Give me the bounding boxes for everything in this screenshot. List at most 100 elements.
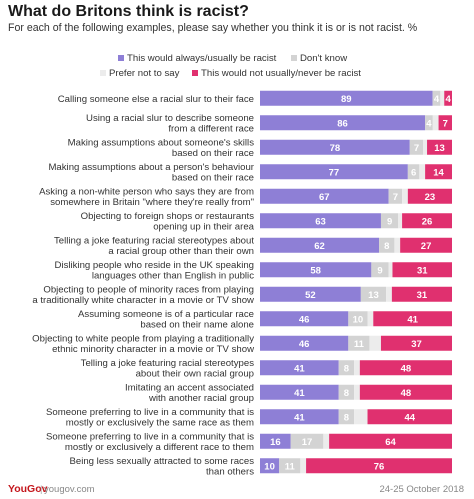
legend: This would always/usually be racist Don'… xyxy=(0,0,474,90)
data-label-always: 41 xyxy=(294,363,305,374)
bar-segment-not-racist xyxy=(329,433,452,449)
data-label-always: 46 xyxy=(299,339,310,350)
legend-label-always: This would always/usually be racist xyxy=(127,53,277,64)
bar-segment-prefer-not xyxy=(394,237,401,253)
category-label: Someone preferring to live in a communit… xyxy=(46,432,254,454)
category-label: Objecting to white people from playing a… xyxy=(32,334,254,356)
data-label-always: 67 xyxy=(319,192,330,203)
bar-segment-not-racist xyxy=(392,262,452,278)
data-label-not-racist: 76 xyxy=(374,461,385,472)
bar-segment-prefer-not xyxy=(440,90,445,106)
bar-segment-prefer-not xyxy=(398,213,403,229)
data-label-always: 62 xyxy=(314,241,325,252)
bar-segment-prefer-not xyxy=(419,164,426,180)
legend-swatch-not-racist xyxy=(192,70,198,76)
bar-segment-prefer-not xyxy=(423,139,428,155)
data-label-not-racist: 41 xyxy=(407,314,418,325)
bar-segment-dont-know xyxy=(380,213,399,229)
bar-segment-always xyxy=(260,139,410,155)
category-label: Using a racial slur to describe someone f… xyxy=(86,113,254,135)
data-label-always: 41 xyxy=(294,412,305,423)
data-label-always: 58 xyxy=(310,265,321,276)
bar-segment-dont-know xyxy=(279,458,301,474)
data-label-always: 77 xyxy=(329,167,340,178)
category-label: Telling a joke featuring racial stereoty… xyxy=(81,358,255,380)
data-label-dont-know: 8 xyxy=(344,388,349,399)
bar-segment-prefer-not xyxy=(367,311,374,327)
bar-segment-not-racist xyxy=(400,237,452,253)
data-label-dont-know: 13 xyxy=(368,290,379,301)
legend-swatch-dont-know xyxy=(291,55,297,61)
category-label: Objecting to people of minority races fr… xyxy=(32,285,254,307)
bar-segment-dont-know xyxy=(371,262,389,278)
bar-segment-dont-know xyxy=(338,409,355,425)
category-label: Telling a joke featuring racial stereoty… xyxy=(54,236,254,258)
bar-segment-always xyxy=(260,164,408,180)
bar-segment-not-racist xyxy=(359,384,452,400)
data-label-not-racist: 48 xyxy=(401,388,412,399)
category-label: Making assumptions about someone's skill… xyxy=(68,138,255,160)
category-label: Someone preferring to live in a communit… xyxy=(46,407,254,429)
bar-segment-not-racist xyxy=(380,335,452,351)
data-label-not-racist: 26 xyxy=(422,216,433,227)
bar-segment-prefer-not xyxy=(300,458,307,474)
data-label-always: 52 xyxy=(305,290,316,301)
data-label-not-racist: 31 xyxy=(417,290,428,301)
bar-segment-dont-know xyxy=(290,433,324,449)
bar-segment-not-racist xyxy=(444,90,452,106)
legend-swatch-prefer-not xyxy=(100,70,106,76)
data-label-always: 86 xyxy=(337,118,348,129)
data-label-not-racist: 48 xyxy=(401,363,412,374)
category-label: Disliking people who reside in the UK sp… xyxy=(55,260,255,282)
bar-segment-prefer-not xyxy=(354,409,368,425)
legend-label-not-racist: This would not usually/never be racist xyxy=(201,68,361,79)
data-label-not-racist: 13 xyxy=(434,143,445,154)
bar-segment-prefer-not xyxy=(369,335,381,351)
data-label-dont-know: 10 xyxy=(353,314,364,325)
category-label: Assuming someone is of a particular race… xyxy=(78,309,254,331)
footer-separator: | xyxy=(40,484,43,495)
data-label-always: 89 xyxy=(341,94,352,105)
data-label-not-racist: 4 xyxy=(445,94,451,105)
legend-item-not-racist: This would not usually/never be racist xyxy=(192,68,361,79)
legend-label-dont-know: Don't know xyxy=(300,53,348,64)
bar-segment-dont-know xyxy=(388,188,403,204)
bar-segment-dont-know xyxy=(379,237,395,253)
category-label: Making assumptions about a person's beha… xyxy=(48,162,254,184)
footer-date: 24-25 October 2018 xyxy=(379,484,464,495)
bar-segment-dont-know xyxy=(338,384,355,400)
bar-segment-dont-know xyxy=(360,286,387,302)
bar-segment-always xyxy=(260,335,349,351)
bar-segment-always xyxy=(260,311,349,327)
data-label-always: 16 xyxy=(270,437,281,448)
data-label-always: 78 xyxy=(330,143,341,154)
data-label-always: 41 xyxy=(294,388,305,399)
bar-segment-always xyxy=(260,237,380,253)
bar-segment-not-racist xyxy=(438,115,452,131)
bar-segment-always xyxy=(260,262,372,278)
bar-segment-always xyxy=(260,90,433,106)
data-label-always: 63 xyxy=(315,216,326,227)
bar-segment-prefer-not xyxy=(388,262,393,278)
bar-segment-prefer-not xyxy=(402,188,408,204)
data-label-dont-know: 7 xyxy=(393,192,398,203)
data-label-always: 10 xyxy=(264,461,275,472)
data-label-dont-know: 11 xyxy=(354,339,365,350)
bar-segment-always xyxy=(260,384,339,400)
bar-segment-prefer-not xyxy=(354,360,360,376)
data-label-dont-know: 4 xyxy=(426,118,432,129)
data-label-dont-know: 9 xyxy=(377,265,382,276)
data-label-not-racist: 14 xyxy=(433,167,444,178)
data-label-not-racist: 64 xyxy=(385,437,396,448)
bar-segment-prefer-not xyxy=(354,384,360,400)
bar-segment-always xyxy=(260,213,381,229)
data-label-not-racist: 27 xyxy=(421,241,432,252)
data-label-not-racist: 37 xyxy=(411,339,422,350)
bar-segment-not-racist xyxy=(427,139,452,155)
data-label-dont-know: 8 xyxy=(344,412,349,423)
bar-segment-prefer-not xyxy=(386,286,392,302)
category-label: Asking a non-white person who says they … xyxy=(39,187,254,209)
category-label: Calling someone else a racial slur to th… xyxy=(58,94,254,105)
data-label-dont-know: 9 xyxy=(387,216,392,227)
category-label: Objecting to foreign shops or restaurant… xyxy=(81,211,255,233)
